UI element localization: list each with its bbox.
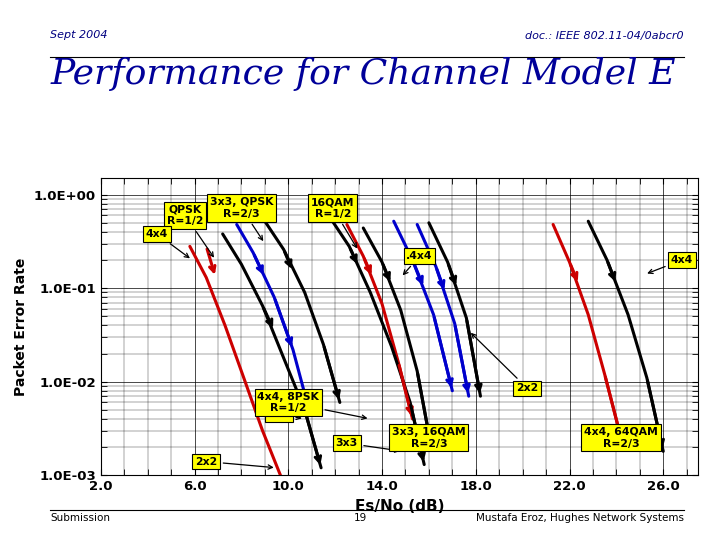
Text: doc.: IEEE 802.11-04/0abcr0: doc.: IEEE 802.11-04/0abcr0 bbox=[526, 30, 684, 40]
Text: .4x4: .4x4 bbox=[403, 251, 433, 274]
Text: Performance for Channel Model E: Performance for Channel Model E bbox=[50, 57, 676, 91]
Text: Mustafa Eroz, Hughes Network Systems: Mustafa Eroz, Hughes Network Systems bbox=[476, 513, 684, 523]
Text: 3x3, QPSK
R=2/3: 3x3, QPSK R=2/3 bbox=[210, 197, 273, 240]
Text: 4x4, 8PSK
R=1/2: 4x4, 8PSK R=1/2 bbox=[257, 392, 366, 420]
Text: 2x2: 2x2 bbox=[195, 456, 272, 469]
Text: QPSK
R=1/2: QPSK R=1/2 bbox=[167, 205, 213, 256]
Text: 3x3, 16QAM
R=2/3: 3x3, 16QAM R=2/3 bbox=[392, 427, 466, 449]
Text: Submission: Submission bbox=[50, 513, 110, 523]
Text: 4x4: 4x4 bbox=[649, 255, 693, 273]
Text: Sept 2004: Sept 2004 bbox=[50, 30, 108, 40]
Text: 3x3: 3x3 bbox=[336, 438, 399, 453]
Y-axis label: Packet Error Rate: Packet Error Rate bbox=[14, 258, 28, 396]
Text: 19: 19 bbox=[354, 513, 366, 523]
Text: 4x4: 4x4 bbox=[146, 229, 189, 258]
Text: 2x2: 2x2 bbox=[472, 334, 539, 393]
Text: 16QAM
R=1/2: 16QAM R=1/2 bbox=[311, 197, 356, 247]
X-axis label: Es/No (dB): Es/No (dB) bbox=[355, 498, 444, 514]
Text: 2x2: 2x2 bbox=[268, 409, 300, 420]
Text: 4x4, 64QAM
R=2/3: 4x4, 64QAM R=2/3 bbox=[584, 427, 658, 449]
